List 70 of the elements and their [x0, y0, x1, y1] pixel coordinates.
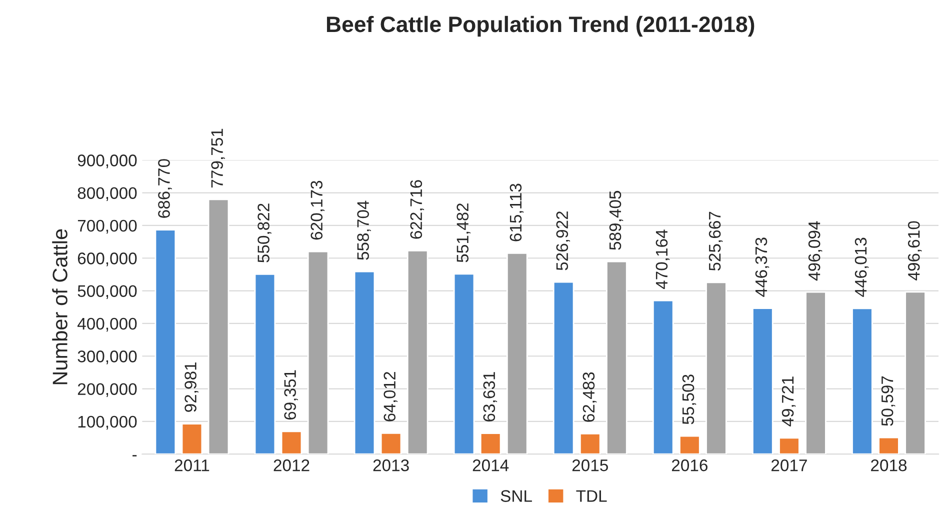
data-label: 64,012 — [384, 372, 398, 422]
bar — [606, 260, 628, 454]
data-label: 50,597 — [881, 376, 896, 426]
x-tick-label: 2014 — [472, 459, 509, 472]
legend-label: TDL — [576, 490, 607, 502]
bar — [354, 270, 376, 454]
y-tick-label: 600,000 — [78, 252, 137, 266]
bar — [307, 250, 329, 454]
y-tick-label: 100,000 — [78, 416, 137, 430]
data-label: 49,721 — [782, 376, 796, 426]
x-tick-label: 2016 — [672, 459, 708, 472]
bar — [778, 437, 800, 454]
legend-label: SNL — [500, 490, 532, 502]
x-tick-label: 2015 — [572, 459, 608, 472]
bar — [506, 252, 528, 454]
x-tick-label: 2018 — [871, 459, 907, 472]
bar — [805, 291, 826, 454]
y-tick-label: 800,000 — [78, 187, 137, 201]
data-label: 558,704 — [357, 200, 371, 260]
x-tick-label: 2011 — [174, 459, 210, 472]
y-tick-label: 700,000 — [78, 220, 137, 234]
bar — [652, 300, 674, 454]
x-tick-label: 2012 — [274, 459, 310, 472]
data-label: 551,482 — [456, 203, 470, 262]
data-label: 496,094 — [808, 221, 822, 281]
bar — [878, 436, 900, 454]
y-tick-label: 900,000 — [78, 154, 137, 168]
data-label: 686,770 — [158, 159, 172, 218]
y-axis-title: Number of Cattle — [52, 229, 68, 384]
y-tick-label: - — [132, 455, 137, 456]
data-label: 525,667 — [708, 212, 723, 271]
bar — [406, 250, 428, 454]
bar — [752, 308, 774, 454]
bar — [254, 273, 276, 454]
bar — [380, 432, 402, 454]
y-tick-label: 400,000 — [77, 318, 137, 332]
data-label: 526,922 — [556, 211, 570, 270]
data-label: 620,173 — [310, 180, 324, 240]
bar — [904, 291, 926, 454]
bar — [208, 198, 230, 454]
data-label: 615,113 — [510, 184, 524, 242]
bar — [453, 273, 475, 454]
bar — [706, 282, 727, 454]
bar — [552, 281, 574, 454]
data-label: 63,631 — [483, 372, 498, 422]
bar — [480, 432, 502, 454]
bar — [181, 423, 203, 454]
bar — [852, 308, 873, 454]
data-label: 62,483 — [582, 372, 597, 422]
data-label: 446,013 — [854, 238, 869, 297]
data-label: 446,373 — [755, 238, 770, 297]
bar — [154, 229, 176, 454]
x-tick-label: 2013 — [373, 459, 409, 472]
data-label: 622,716 — [410, 180, 424, 239]
chart-title: Beef Cattle Population Trend (2011-2018) — [326, 16, 754, 37]
bar — [280, 430, 302, 454]
x-tick-label: 2017 — [772, 459, 807, 472]
data-label: 496,610 — [908, 221, 922, 280]
y-tick-label: 200,000 — [78, 383, 137, 397]
data-label: 470,164 — [656, 230, 670, 290]
data-label: 779,751 — [211, 128, 225, 188]
bar — [579, 433, 601, 454]
data-label: 55,503 — [682, 374, 696, 424]
data-label: 550,822 — [258, 204, 272, 262]
y-tick-label: 500,000 — [78, 285, 137, 299]
data-label: 92,981 — [184, 362, 198, 412]
data-label: 69,351 — [284, 370, 298, 420]
y-tick-label: 300,000 — [78, 350, 137, 364]
bar — [679, 435, 700, 454]
data-label: 589,405 — [609, 190, 624, 250]
